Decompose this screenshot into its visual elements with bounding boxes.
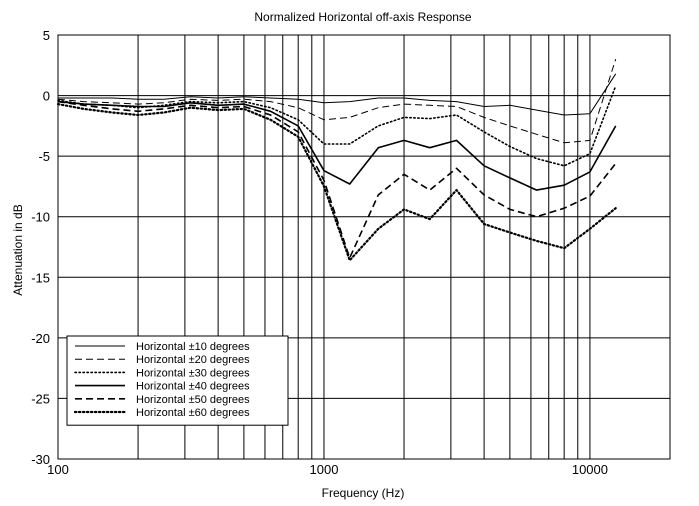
legend-box <box>66 335 289 426</box>
series-group <box>56 59 617 262</box>
y-tick-label: 5 <box>43 28 50 43</box>
y-tick-label: -30 <box>31 452 50 467</box>
legend-label: Horizontal ±60 degrees <box>136 407 250 419</box>
series-line-1 <box>58 73 617 116</box>
plot-frame <box>57 34 671 460</box>
y-tick-label: -25 <box>31 391 50 406</box>
x-tick-label: 1000 <box>310 462 339 477</box>
y-tick-label: -10 <box>31 210 50 225</box>
legend-label: Horizontal ±10 degrees <box>136 341 250 353</box>
y-tick-label: 0 <box>43 89 50 104</box>
y-tick-label: -15 <box>31 270 50 285</box>
series-line-3 <box>57 85 617 167</box>
series-line-5 <box>57 100 617 259</box>
y-tick-labels: 5 0 -5 -10 -15 -20 -25 -30 <box>31 28 50 467</box>
legend-label: Horizontal ±30 degrees <box>136 367 250 379</box>
series-line-2 <box>57 59 617 144</box>
x-tick-label: 100 <box>47 462 69 477</box>
legend-label: Horizontal ±20 degrees <box>136 354 250 366</box>
legend-label: Horizontal ±50 degrees <box>136 394 250 406</box>
series-line-4 <box>57 100 617 191</box>
y-tick-label: -5 <box>38 149 50 164</box>
legend-label: Horizontal ±40 degrees <box>136 381 250 393</box>
series-line-6 <box>56 102 617 262</box>
x-axis-label: Frequency (Hz) <box>322 486 405 500</box>
y-axis-label: Attenuation in dB <box>11 204 25 295</box>
chart-title: Normalized Horizontal off-axis Response <box>254 10 472 24</box>
x-tick-labels: 100 1000 10000 <box>47 462 608 477</box>
x-tick-label: 10000 <box>572 462 608 477</box>
y-tick-label: -20 <box>31 331 50 346</box>
